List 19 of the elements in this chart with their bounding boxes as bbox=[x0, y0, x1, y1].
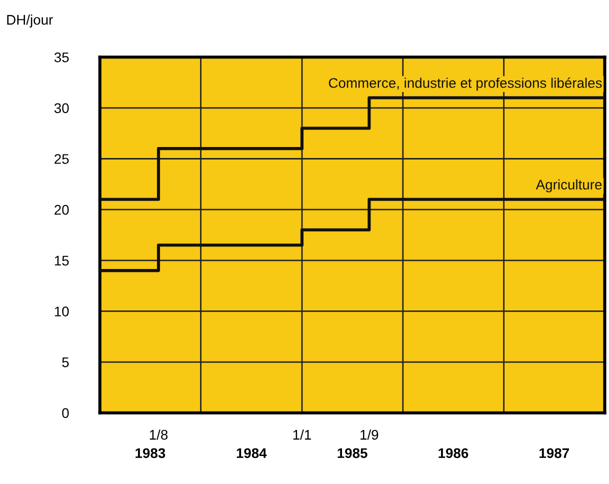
y-tick-label: 20 bbox=[54, 204, 69, 215]
x2-tick-label: 1986 bbox=[438, 448, 468, 458]
x-tick-label: 1/1 bbox=[293, 430, 311, 440]
x2-tick-label: 1985 bbox=[338, 448, 368, 458]
series-label: Agriculture bbox=[536, 179, 602, 192]
y-axis-title: DH/jour bbox=[7, 14, 53, 28]
x2-tick-label: 1987 bbox=[540, 448, 569, 458]
y-tick-label: 5 bbox=[62, 358, 69, 368]
x2-tick-label: 1984 bbox=[236, 448, 267, 458]
x-tick-label: 1/9 bbox=[360, 430, 378, 440]
y-tick-label: 0 bbox=[62, 408, 69, 418]
series-label: Commerce, industrie et professions libérales bbox=[328, 78, 602, 91]
y-tick-label: 30 bbox=[54, 103, 69, 114]
x-tick-label: 1/8 bbox=[150, 430, 168, 440]
y-tick-label: 10 bbox=[54, 306, 69, 316]
y-tick-label: 25 bbox=[54, 154, 69, 164]
x2-tick-label: 1983 bbox=[136, 448, 166, 458]
y-tick-label: 15 bbox=[54, 256, 69, 266]
y-tick-label: 35 bbox=[54, 52, 69, 62]
